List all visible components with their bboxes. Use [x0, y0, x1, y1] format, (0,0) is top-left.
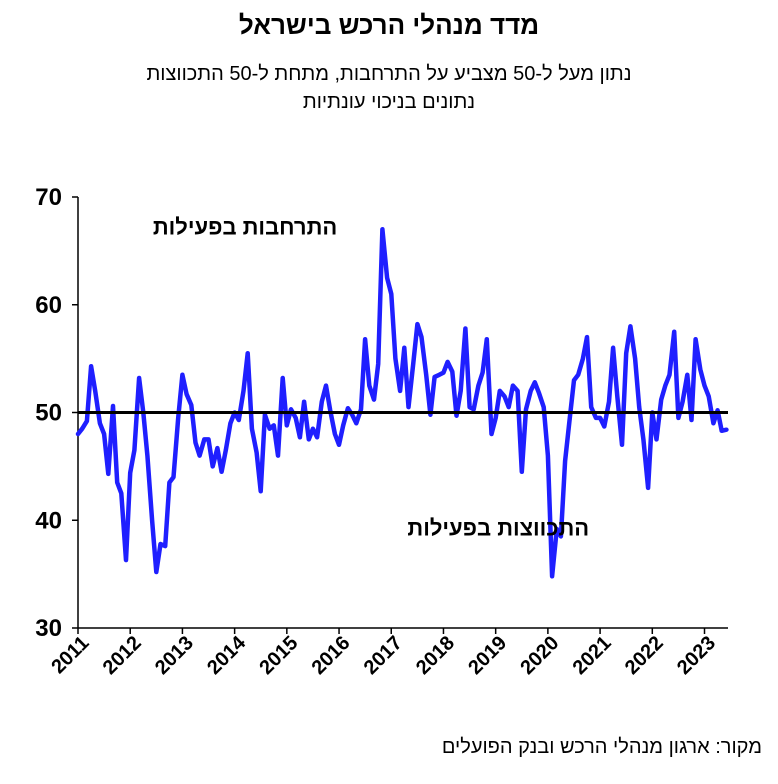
y-tick-label: 70 [35, 184, 62, 211]
y-tick-label: 60 [35, 292, 62, 319]
x-tick-label: 2017 [360, 632, 407, 679]
x-tick-label: 2020 [516, 632, 563, 679]
chart-subtitle-2: נתונים בניכוי עונתיות [302, 91, 476, 113]
source-note: מקור: ארגון מנהלי הרכש ובנק הפועלים [441, 736, 762, 758]
y-tick-label: 30 [35, 615, 62, 642]
x-tick-label: 2022 [621, 632, 668, 679]
x-tick-label: 2019 [464, 632, 511, 679]
chart-annotation: התרחבות בפעילות [153, 215, 337, 240]
x-tick-label: 2018 [412, 632, 459, 679]
chart-subtitle: נתון מעל ל-50 מצביע על התרחבות, מתחת ל-5… [146, 63, 632, 85]
chart-annotation: התכווצות בפעילות [407, 515, 589, 540]
x-tick-label: 2013 [151, 632, 198, 679]
pmi-series-line [75, 227, 729, 579]
y-tick-label: 50 [35, 400, 62, 427]
y-tick-label: 40 [35, 507, 62, 534]
x-tick-label: 2012 [99, 632, 146, 679]
x-tick-label: 2014 [203, 631, 251, 679]
x-tick-label: 2016 [308, 632, 355, 679]
x-tick-label: 2015 [255, 632, 302, 679]
x-tick-label: 2023 [673, 632, 720, 679]
chart-title: מדד מנהלי הרכש בישראל [238, 10, 540, 40]
x-tick-label: 2021 [569, 632, 616, 679]
